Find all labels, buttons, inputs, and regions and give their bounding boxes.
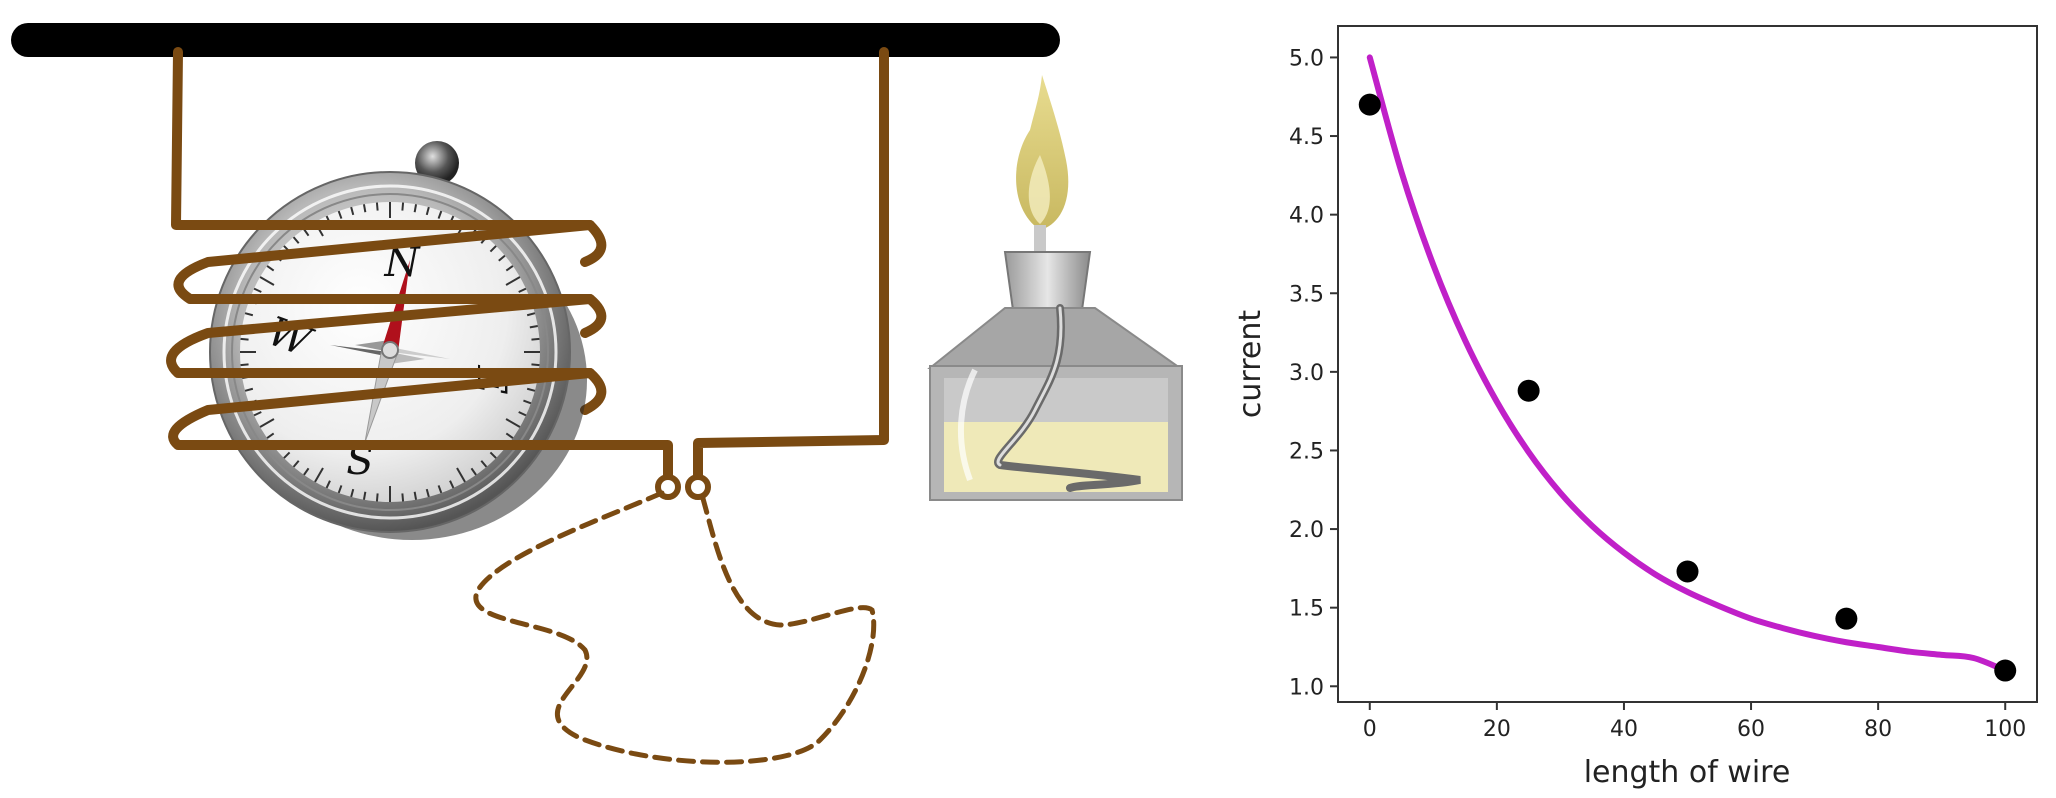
compass-tick <box>375 493 379 502</box>
compass-tick <box>337 210 343 219</box>
x-tick-label: 60 <box>1737 717 1765 742</box>
compass-tick <box>292 460 300 468</box>
compass-knob <box>415 141 459 185</box>
chart-plot-area <box>1337 25 2038 703</box>
fit-curve <box>1366 54 2009 674</box>
data-points <box>1358 93 2017 682</box>
compass-tick <box>244 387 254 392</box>
compass-tick <box>456 467 466 483</box>
compass-tick <box>350 206 355 216</box>
burner-flame-inner <box>1028 155 1050 224</box>
data-point <box>1835 607 1858 630</box>
y-tick-label: 2.0 <box>1289 518 1324 543</box>
burner-neck <box>1003 251 1092 311</box>
compass-tick <box>337 485 343 494</box>
compass-tick <box>523 399 532 405</box>
compass-tick <box>425 206 430 216</box>
compass-tick <box>259 418 275 428</box>
x-tick-label: 80 <box>1864 717 1892 742</box>
compass-tick <box>437 485 443 494</box>
compass-tick <box>303 228 310 237</box>
y-tick-label: 4.5 <box>1289 125 1324 150</box>
compass-tick <box>292 236 300 244</box>
compass-tick <box>518 287 527 293</box>
y-axis-label: current <box>1233 310 1268 418</box>
compass-tick <box>413 491 418 500</box>
compass-tick <box>505 265 514 272</box>
x-tick-label: 20 <box>1483 717 1511 742</box>
compass-tick <box>531 337 540 341</box>
compass-tick <box>325 480 331 489</box>
data-point <box>1994 659 2017 682</box>
compass-tick <box>505 432 514 439</box>
compass-tick <box>266 265 275 272</box>
compass-tick <box>401 493 405 502</box>
compass-tick <box>253 411 262 417</box>
data-point <box>1358 93 1381 116</box>
compass-tick <box>505 418 521 428</box>
compass-tick <box>303 467 310 476</box>
dashed-wire-loop <box>473 490 877 765</box>
y-tick-label: 1.5 <box>1289 597 1324 622</box>
y-axis: 1.0 1.5 2.0 2.5 3.0 3.5 4.0 4.5 5.0 <box>1289 46 1338 700</box>
compass-tick <box>240 337 249 341</box>
compass-tick <box>283 451 291 459</box>
x-tick-label: 100 <box>1984 717 2026 742</box>
terminal-right <box>685 474 711 500</box>
compass-tick <box>480 460 488 468</box>
x-axis-label: length of wire <box>1584 755 1791 790</box>
compass-tick <box>259 276 275 286</box>
compass-rose <box>330 340 450 364</box>
compass-tick <box>350 488 355 498</box>
compass-tick <box>244 312 254 317</box>
data-point <box>1676 560 1699 583</box>
compass-tick <box>240 363 249 367</box>
alcohol-burner <box>927 75 1184 501</box>
compass-tick <box>449 480 455 489</box>
burner-wick-tip <box>1034 225 1046 253</box>
compass-tick <box>413 204 418 213</box>
x-axis: 0 20 40 60 80 100 <box>1363 702 2026 742</box>
burner-glass-highlight <box>944 378 1168 422</box>
compass-tick <box>526 312 536 317</box>
x-tick-label: 0 <box>1363 717 1377 742</box>
compass-tick <box>505 276 521 286</box>
y-tick-label: 3.5 <box>1289 282 1324 307</box>
compass-tick <box>437 210 443 219</box>
compass-tick <box>498 254 506 262</box>
compass-tick <box>314 467 324 483</box>
compass-tick <box>375 202 379 211</box>
y-tick-label: 5.0 <box>1289 46 1324 71</box>
compass-tick <box>526 387 536 392</box>
compass-tick <box>401 202 405 211</box>
burner-highlight <box>958 368 978 482</box>
compass-tick <box>362 204 367 213</box>
data-point <box>1517 379 1540 402</box>
y-tick-label: 1.0 <box>1289 675 1324 700</box>
compass-tick <box>489 451 497 459</box>
y-tick-label: 3.0 <box>1289 361 1324 386</box>
compass-tick <box>253 287 262 293</box>
x-tick-label: 40 <box>1610 717 1638 742</box>
circuit-wire <box>166 47 889 483</box>
compass-tick <box>489 245 497 253</box>
compass-pivot <box>381 341 399 359</box>
compass-tick <box>470 467 477 476</box>
compass-tick <box>529 324 538 329</box>
compass-tick <box>362 491 367 500</box>
compass: N S W E <box>209 141 587 540</box>
coil-back <box>580 220 607 415</box>
compass-tick <box>266 432 275 439</box>
compass-needle-north <box>382 260 410 352</box>
y-tick-label: 2.5 <box>1289 439 1324 464</box>
compass-tick <box>518 411 527 417</box>
chart: 0 20 40 60 80 100 1.0 1.5 2.0 2.5 3.0 3.5 4.0 4.5 5.0… <box>1233 25 2038 790</box>
y-tick-label: 4.0 <box>1289 204 1324 229</box>
compass-tick <box>425 488 430 498</box>
compass-tick <box>531 363 540 367</box>
